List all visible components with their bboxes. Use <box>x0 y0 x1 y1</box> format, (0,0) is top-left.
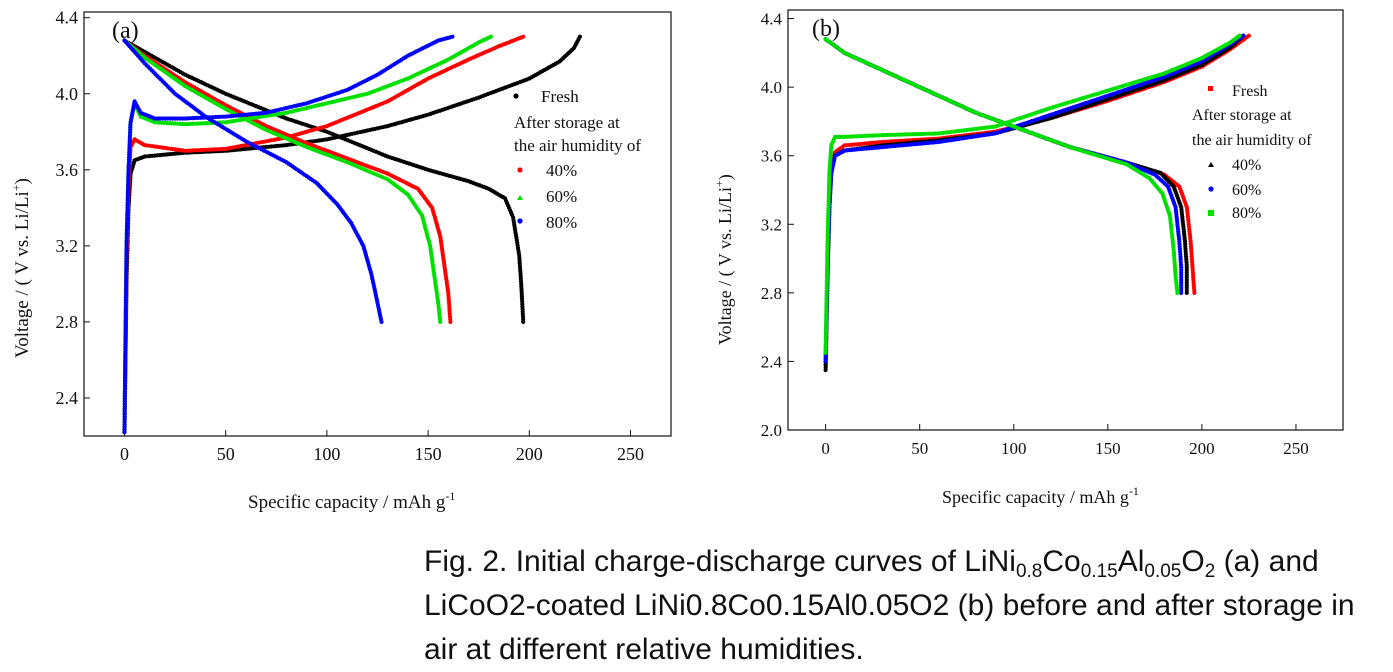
y-tick-label: 4.4 <box>56 8 79 28</box>
data-point <box>448 319 453 324</box>
data-point <box>450 34 455 39</box>
legend: Fresh After storage at the air humidity … <box>1192 83 1312 222</box>
y-tick-label: 3.2 <box>761 215 782 234</box>
y-tick-label: 4.0 <box>761 78 782 97</box>
y-tick-label: 3.6 <box>761 147 782 166</box>
x-tick-label: 0 <box>120 444 129 464</box>
panel-label: (a) <box>112 18 139 44</box>
y-axis-label: Voltage / ( V vs. Li/Li+) <box>9 178 33 358</box>
x-tick-label: 0 <box>821 439 830 458</box>
data-point <box>379 319 384 324</box>
data-point <box>1237 33 1242 38</box>
legend-item-40: 40% <box>1232 157 1261 174</box>
x-tick-label: 150 <box>415 444 442 464</box>
legend-header-line1: After storage at <box>1192 107 1292 124</box>
x-tick-label: 250 <box>1283 439 1309 458</box>
x-axis-label: Specific capacity / mAh g-1 <box>248 489 455 513</box>
figure: 0 50 100 150 200 250 2.4 2.8 3.2 3.6 4.0 4.4 (a) Sp… <box>9 8 1344 513</box>
y-axis-label: Voltage / ( V vs. Li/Li+) <box>712 174 736 345</box>
legend-fresh: Fresh <box>1232 83 1268 100</box>
legend-header-line2: the air humidity of <box>1192 132 1312 149</box>
legend-item-60: 60% <box>1232 182 1261 199</box>
legend-header-line1: After storage at <box>514 113 620 132</box>
data-point <box>1241 33 1246 38</box>
y-tick-label: 2.4 <box>761 352 783 371</box>
x-tick-label: 200 <box>516 444 543 464</box>
y-tick-label: 2.0 <box>761 421 782 440</box>
legend-fresh: Fresh <box>541 87 579 106</box>
x-tick-label: 100 <box>1001 439 1027 458</box>
legend-item-60: 60% <box>546 187 577 206</box>
legend-marker-fresh <box>513 93 519 99</box>
y-tick-label: 4.0 <box>56 84 79 104</box>
data-point <box>521 319 526 324</box>
data-point <box>1179 290 1184 295</box>
legend-marker-60 <box>1208 186 1214 192</box>
y-tick-label: 2.8 <box>761 284 782 303</box>
data-point <box>1184 290 1189 295</box>
axis-ticks: 0 50 100 150 200 250 2.0 2.4 2.8 3.2 3.6 4.0 4.4 <box>761 10 1309 458</box>
data-point <box>1246 33 1251 38</box>
data-point <box>438 319 443 324</box>
x-axis-label: Specific capacity / mAh g-1 <box>942 484 1139 507</box>
x-tick-label: 100 <box>313 444 340 464</box>
legend-marker-40 <box>1208 162 1214 167</box>
data-points <box>823 33 1251 373</box>
y-tick-label: 3.2 <box>56 236 79 256</box>
series-fresh <box>122 34 583 435</box>
data-point <box>1192 290 1197 295</box>
series-40-percent <box>122 34 526 435</box>
plot-frame <box>787 9 1344 431</box>
x-tick-label: 50 <box>911 439 928 458</box>
legend-item-40: 40% <box>546 161 577 180</box>
y-tick-label: 2.8 <box>56 312 79 332</box>
legend-marker-fresh <box>1208 86 1213 91</box>
axis-ticks: 0 50 100 150 200 250 2.4 2.8 3.2 3.6 4.0 4.4 <box>56 8 645 464</box>
y-tick-label: 3.6 <box>56 160 79 180</box>
legend: Fresh After storage at the air humidity … <box>513 87 641 232</box>
series-40-percent <box>823 33 1246 373</box>
legend-marker-40 <box>517 167 523 173</box>
series-80-percent <box>823 33 1242 355</box>
x-tick-label: 50 <box>217 444 235 464</box>
panel-label: (b) <box>812 16 840 42</box>
data-point <box>488 34 493 39</box>
legend-marker-60 <box>517 195 523 200</box>
y-tick-label: 2.4 <box>56 388 79 408</box>
legend-marker-80 <box>517 218 523 224</box>
legend-item-80: 80% <box>1232 205 1261 222</box>
data-point <box>521 34 526 39</box>
chart-panel-b: 0 50 100 150 200 250 2.0 2.4 2.8 3.2 3.6 4.0 4.4 (b)… <box>712 9 1344 507</box>
data-point <box>1175 290 1180 295</box>
figure-caption: Fig. 2. Initial charge-discharge curves … <box>424 545 1355 666</box>
x-tick-label: 200 <box>1189 439 1215 458</box>
series-80-percent <box>122 34 455 435</box>
legend-item-80: 80% <box>546 213 577 232</box>
plot-frame <box>83 11 672 437</box>
data-point <box>577 34 583 39</box>
series-fresh <box>823 33 1251 367</box>
chart-panel-a: 0 50 100 150 200 250 2.4 2.8 3.2 3.6 4.0 4.4 (a) Sp… <box>9 8 672 513</box>
x-tick-label: 150 <box>1095 439 1121 458</box>
legend-header-line2: the air humidity of <box>514 136 641 155</box>
y-tick-label: 4.4 <box>761 10 783 29</box>
x-tick-label: 250 <box>617 444 644 464</box>
legend-marker-80 <box>1208 210 1214 216</box>
data-points <box>122 34 583 435</box>
